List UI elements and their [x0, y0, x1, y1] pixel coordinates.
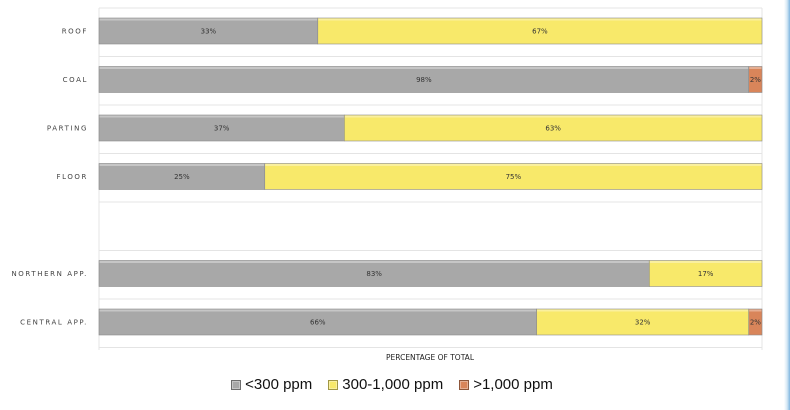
legend-item: <300 ppm — [231, 376, 312, 393]
data-label: 98% — [416, 76, 432, 84]
bar-highlight — [749, 67, 762, 69]
bar-segment — [536, 308, 750, 336]
x-axis-title: PERCENTAGE OF TOTAL — [386, 353, 475, 362]
category-label: FLOOR — [56, 173, 88, 181]
legend-label: 300-1,000 ppm — [342, 376, 444, 393]
bar-highlight — [99, 115, 344, 118]
legend: <300 ppm 300-1,000 ppm >1,000 ppm — [0, 376, 784, 393]
data-label: 2% — [750, 76, 761, 84]
data-label: 25% — [174, 173, 190, 181]
bar-highlight — [99, 309, 537, 312]
data-label: 37% — [214, 125, 230, 133]
data-label: 67% — [532, 28, 548, 36]
category-label: PARTING — [47, 125, 88, 133]
category-label: CENTRAL APP. — [20, 319, 88, 327]
data-label: 66% — [310, 319, 326, 327]
category-label: ROOF — [62, 28, 88, 36]
bar-segment — [648, 260, 763, 287]
category-labels: ROOF COAL PARTING FLOOR NORTHERN APP. CENTRAL… — [11, 28, 88, 327]
legend-label: >1,000 ppm — [473, 376, 553, 393]
category-label: COAL — [63, 76, 88, 84]
legend-item: 300-1,000 ppm — [328, 376, 443, 393]
bars: 33% 67% 98% 2% 37% 63% 25% 75% 83% 17% 66% 32% 2% — [98, 17, 763, 336]
legend-swatch — [328, 379, 339, 390]
data-label: 17% — [698, 270, 714, 278]
data-label: 75% — [506, 173, 522, 181]
bar-segment — [264, 163, 763, 190]
bar-highlight — [537, 309, 749, 312]
legend-swatch — [459, 379, 470, 390]
frame-edge — [784, 0, 790, 410]
bar-highlight — [99, 164, 265, 166]
bar-segment — [748, 66, 763, 93]
bar-highlight — [265, 164, 762, 166]
legend-item: >1,000 ppm — [459, 376, 553, 393]
bar-segment — [98, 163, 266, 190]
bar-highlight — [318, 18, 762, 21]
bar-highlight — [749, 309, 762, 312]
bar-highlight — [649, 261, 762, 263]
bar-highlight — [344, 115, 762, 118]
data-label: 83% — [366, 270, 382, 278]
bar-segment — [344, 114, 763, 142]
bar-segment — [98, 308, 537, 336]
gridlines — [98, 7, 763, 350]
bar-segment — [98, 114, 345, 142]
bar-segment — [748, 308, 763, 336]
data-label: 63% — [545, 125, 561, 133]
stacked-bar-chart: 33% 67% 98% 2% 37% 63% 25% 75% 83% 17% 66% 32% 2% RO… — [11, 7, 763, 362]
legend-label: <300 ppm — [245, 376, 313, 393]
data-label: 33% — [201, 28, 217, 36]
data-label: 32% — [635, 319, 651, 327]
bar-highlight — [99, 261, 649, 263]
category-label: NORTHERN APP. — [11, 270, 88, 278]
data-label: 2% — [750, 319, 761, 327]
bar-highlight — [99, 67, 749, 69]
bar-segment — [317, 17, 763, 45]
bar-segment — [98, 66, 750, 93]
bar-highlight — [99, 18, 318, 21]
legend-swatch — [231, 379, 242, 390]
